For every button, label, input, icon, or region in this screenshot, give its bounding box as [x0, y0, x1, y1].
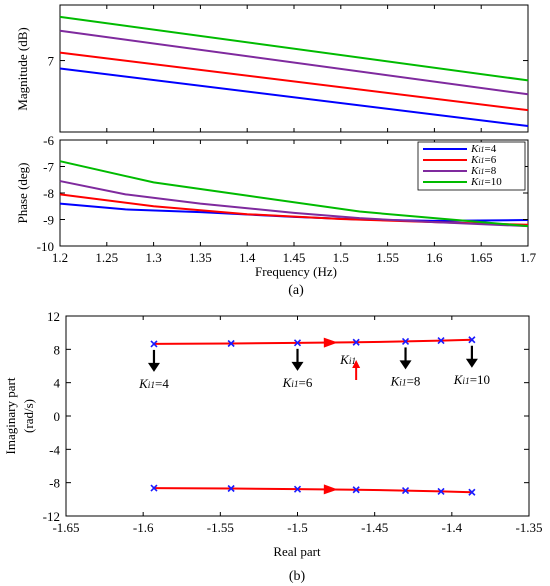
root-locus-panel: 12 8 4 0 -4 -8 -12-1.65 -1.6 -1.55 -1.5 -1.45 -1.4 -…: [3, 309, 543, 559]
magnitude-ticks: 7: [48, 5, 529, 132]
caption-b: (b): [289, 569, 306, 584]
root-locus-direction-arrow: [323, 337, 338, 348]
root-locus-ylabel-unit: (rad/s): [21, 399, 36, 433]
root-locus-pole-marker: [352, 486, 360, 494]
root-locus-lines: [150, 336, 476, 496]
root-locus-annotations: Ki1=4 Ki1=6 Ki1=8 Ki1=10 Ki1: [138, 345, 490, 391]
magnitude-ylabel: Magnitude (dB): [15, 27, 30, 110]
root-locus-pole-marker: [352, 338, 360, 346]
phase-xtick-label: 1.3: [145, 250, 161, 265]
caption-a: (a): [288, 283, 304, 298]
magnitude-series-line-1: [59, 67, 529, 128]
direction-up-arrow-head: [352, 360, 361, 368]
magnitude-panel: 7 Magnitude (dB): [15, 4, 529, 133]
annotation-label-4: Ki1=10: [453, 372, 490, 387]
root-locus-ytick-label: -8: [49, 476, 60, 491]
root-locus-xtick-label: -1.5: [287, 520, 308, 535]
magnitude-series-line-3: [59, 29, 529, 96]
root-locus-line-lower: [153, 487, 472, 494]
phase-xtick-label: 1.25: [95, 250, 118, 265]
legend-label-1: Ki1=4: [470, 143, 497, 155]
phase-panel: -6 -7 -8 -9 -101.2 1.25 1.3 1.35 1.4 1.45 1.5 1.55 1…: [15, 133, 537, 279]
root-locus-plot-frame: [65, 315, 530, 517]
phase-xtick-label: 1.4: [239, 250, 256, 265]
phase-ytick-label: -7: [43, 160, 54, 175]
root-locus-ytick-label: 4: [54, 376, 61, 391]
root-locus-direction-arrow: [323, 484, 338, 495]
magnitude-series-line-4: [59, 15, 529, 82]
root-locus-ytick-label: 12: [47, 309, 60, 324]
phase-ytick-label: -6: [43, 133, 54, 148]
phase-xtick-label: 1.5: [333, 250, 349, 265]
annotation-label-2: Ki1=6: [282, 375, 313, 390]
root-locus-ytick-label: 0: [54, 409, 61, 424]
root-locus-pole-marker: [227, 484, 235, 493]
phase-xtick-label: 1.55: [376, 250, 399, 265]
legend-label-4: Ki1=10: [470, 176, 502, 188]
root-locus-ytick-label: -12: [43, 509, 60, 524]
phase-series-line-3: [59, 180, 529, 228]
root-locus-ytick-label: -4: [49, 442, 60, 457]
root-locus-pole-marker: [468, 336, 476, 344]
phase-ytick-label: -8: [43, 186, 54, 201]
root-locus-pole-marker: [293, 485, 302, 493]
annotation-arrow-head: [291, 361, 304, 371]
root-locus-pole-marker: [150, 340, 158, 348]
root-locus-pole-marker: [401, 487, 410, 495]
root-locus-pole-marker: [437, 487, 445, 495]
phase-xtick-label: 1.7: [520, 250, 537, 265]
root-locus-xlabel: Real part: [273, 544, 321, 559]
root-locus-pole-marker: [227, 339, 235, 348]
magnitude-series-line-2: [59, 51, 529, 112]
legend-label-3: Ki1=8: [470, 165, 497, 177]
root-locus-pole-marker: [150, 484, 158, 492]
root-locus-pole-marker: [293, 339, 302, 347]
magnitude-ytick-label: 7: [48, 54, 55, 69]
phase-ytick-label: -9: [43, 213, 54, 228]
phase-xtick-label: 1.2: [52, 250, 68, 265]
phase-xtick-label: 1.35: [189, 250, 212, 265]
magnitude-lines: [59, 15, 529, 128]
phase-ticks: -6 -7 -8 -9 -101.2 1.25 1.3 1.35 1.4 1.45 1.5 1.55 1…: [37, 133, 537, 265]
annotation-arrow-head: [399, 360, 412, 370]
phase-xtick-label: 1.65: [470, 250, 493, 265]
root-locus-xtick-label: -1.35: [515, 520, 542, 535]
annotation-label-1: Ki1=4: [138, 376, 169, 391]
magnitude-plot-frame: [59, 4, 529, 133]
root-locus-pole-marker: [401, 337, 410, 345]
phase-lines: [59, 160, 529, 228]
annotation-arrow-head: [147, 362, 160, 372]
root-locus-ylabel: Imaginary part: [3, 377, 18, 454]
root-locus-ytick-label: 8: [54, 342, 61, 357]
root-locus-xtick-label: -1.65: [52, 520, 79, 535]
legend-label-2: Ki1=6: [470, 154, 497, 166]
root-locus-xtick-label: -1.55: [207, 520, 234, 535]
root-locus-ticks: 12 8 4 0 -4 -8 -12-1.65 -1.6 -1.55 -1.5 -1.45 -1.4 -…: [43, 309, 543, 535]
phase-ylabel: Phase (deg): [15, 162, 30, 223]
root-locus-pole-marker: [437, 337, 445, 345]
phase-xtick-label: 1.45: [283, 250, 306, 265]
root-locus-line-upper: [153, 338, 472, 345]
annotation-label-3: Ki1=8: [390, 373, 421, 388]
root-locus-xtick-label: -1.4: [442, 520, 463, 535]
root-locus-xtick-label: -1.6: [133, 520, 154, 535]
phase-xtick-label: 1.6: [426, 250, 443, 265]
root-locus-xtick-label: -1.45: [361, 520, 388, 535]
phase-ytick-label: -10: [37, 239, 54, 254]
phase-series-line-4: [59, 160, 529, 228]
direction-label: Ki1: [339, 352, 356, 367]
root-locus-pole-marker: [468, 488, 476, 496]
phase-xlabel: Frequency (Hz): [255, 264, 337, 279]
annotation-arrow-head: [465, 358, 478, 368]
